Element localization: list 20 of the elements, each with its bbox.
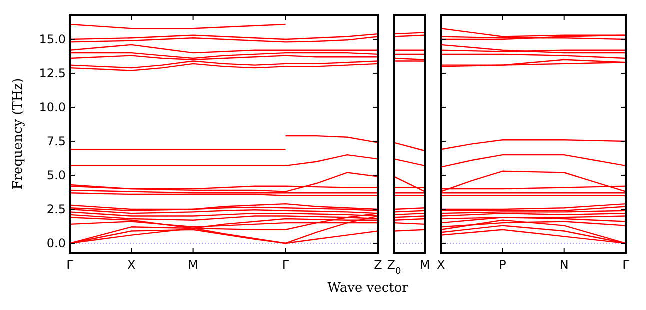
x-tick-label: P <box>499 258 506 272</box>
y-tick-label: 0.0 <box>46 236 66 251</box>
y-tick-label: 2.5 <box>46 202 66 217</box>
x-tick-label: M <box>188 258 198 272</box>
x-tick-label: Z <box>374 258 382 272</box>
x-axis-title: Wave vector <box>328 281 410 296</box>
y-tick-label: 5.0 <box>46 168 66 183</box>
x-tick-label: X <box>128 258 136 272</box>
x-tick-label: N <box>560 258 569 272</box>
x-tick-label: M <box>420 258 430 272</box>
y-tick-label: 15.0 <box>39 32 66 47</box>
x-tick-label: Z$_{0}$ <box>387 258 402 277</box>
x-tick-label: Γ <box>622 258 630 272</box>
y-tick-label: 12.5 <box>39 66 66 81</box>
y-tick-label: 10.0 <box>39 100 66 115</box>
x-tick-label: Γ <box>66 258 74 272</box>
y-axis-title: Frequency (THz) <box>11 78 26 190</box>
x-tick-label: X <box>436 258 446 272</box>
x-tick-label: Γ <box>282 258 290 272</box>
y-tick-label: 7.5 <box>46 134 66 149</box>
